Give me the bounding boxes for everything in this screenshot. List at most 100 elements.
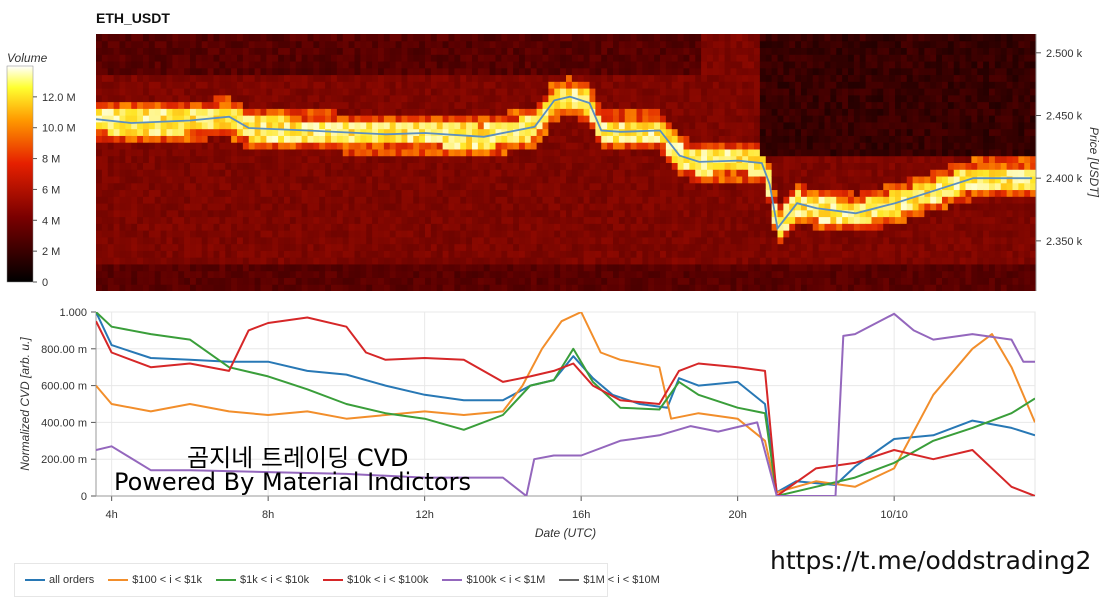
heatmap-cell [154,121,162,130]
heatmap-cell [413,182,420,191]
heatmap-cell [836,128,843,136]
heatmap-cell [607,223,614,231]
heatmap-cell [548,189,555,197]
heatmap-cell [824,47,831,55]
heatmap-cell [266,162,273,170]
heatmap-cell [554,182,561,191]
heatmap-cell [460,101,467,109]
heatmap-cell [718,196,726,204]
heatmap-cell [830,209,837,218]
heatmap-cell [665,108,673,116]
heatmap-cell [642,142,649,150]
heatmap-cell [554,61,561,69]
heatmap-cell [560,155,567,163]
heatmap-cell [331,243,338,251]
heatmap-cell [319,243,326,251]
heatmap-cell [178,67,185,76]
heatmap-cell [331,155,338,163]
heatmap-cell [795,67,802,76]
heatmap-cell [754,270,761,278]
heatmap-cell [777,74,784,82]
heatmap-cell [765,101,773,109]
heatmap-cell [348,142,355,150]
heatmap-cell [501,74,508,82]
heatmap-cell [143,94,150,103]
heatmap-cell [636,189,643,197]
heatmap-cell [771,40,778,49]
heatmap-cell [407,74,414,82]
heatmap-cell [730,54,737,62]
heatmap-cell [695,54,702,62]
heatmap-cell [759,155,767,163]
heatmap-cell [524,169,532,177]
heatmap-cell [783,135,790,143]
heatmap-cell [254,74,261,82]
heatmap-cell [201,182,209,191]
heatmap-cell [307,40,314,49]
heatmap-cell [378,40,385,49]
heatmap-cell [842,148,849,157]
heatmap-cell [395,189,402,197]
heatmap-cell [730,148,737,157]
heatmap-cell [401,236,408,245]
heatmap-cell [472,277,479,285]
heatmap-cell [642,128,649,136]
heatmap-cell [460,209,467,218]
heatmap-cell [519,182,526,191]
heatmap-cell [777,61,784,69]
heatmap-cell [219,176,226,184]
heatmap-cell [295,209,303,218]
heatmap-cell [624,135,632,143]
heatmap-cell [172,162,179,170]
heatmap-cell [360,169,367,177]
heatmap-cell [801,243,808,251]
heatmap-cell [801,135,808,143]
heatmap-cell [284,88,291,96]
heatmap-cell [407,243,414,251]
heatmap-cell [395,250,402,258]
heatmap-cell [560,135,567,143]
heatmap-cell [295,128,303,136]
heatmap-cell [754,142,761,150]
heatmap-cell [213,284,220,291]
heatmap-cell [248,115,256,123]
heatmap-cell [289,176,297,184]
heatmap-cell [712,230,720,238]
heatmap-cell [818,284,825,291]
heatmap-cell [718,155,726,163]
heatmap-cell [654,121,661,130]
heatmap-cell [266,101,273,109]
heatmap-cell [771,169,778,177]
heatmap-cell [842,47,849,55]
heatmap-cell [430,54,438,62]
heatmap-cell [859,40,867,49]
heatmap-cell [401,54,408,62]
heatmap-cell [131,108,138,116]
heatmap-cell [448,243,455,251]
heatmap-cell [301,142,308,150]
heatmap-cell [436,128,444,136]
heatmap-cell [507,203,514,211]
heatmap-cell [284,142,291,150]
heatmap-cell [624,216,632,224]
heatmap-cell [119,67,126,76]
heatmap-cell [489,182,496,191]
heatmap-cell [295,203,303,211]
heatmap-cell [213,34,220,42]
heatmap-cell [395,135,402,143]
heatmap-cell [389,155,397,163]
heatmap-cell [319,88,326,96]
heatmap-cell [148,108,156,116]
heatmap-cell [466,223,473,231]
heatmap-cell [630,230,637,238]
heatmap-cell [289,148,297,157]
heatmap-cell [577,94,585,103]
heatmap-cell [360,74,367,82]
heatmap-cell [96,74,103,82]
heatmap-cell [242,223,250,231]
heatmap-cell [613,148,620,157]
heatmap-cell [119,189,126,197]
heatmap-cell [160,108,167,116]
heatmap-cell [107,182,115,191]
heatmap-cell [630,142,637,150]
